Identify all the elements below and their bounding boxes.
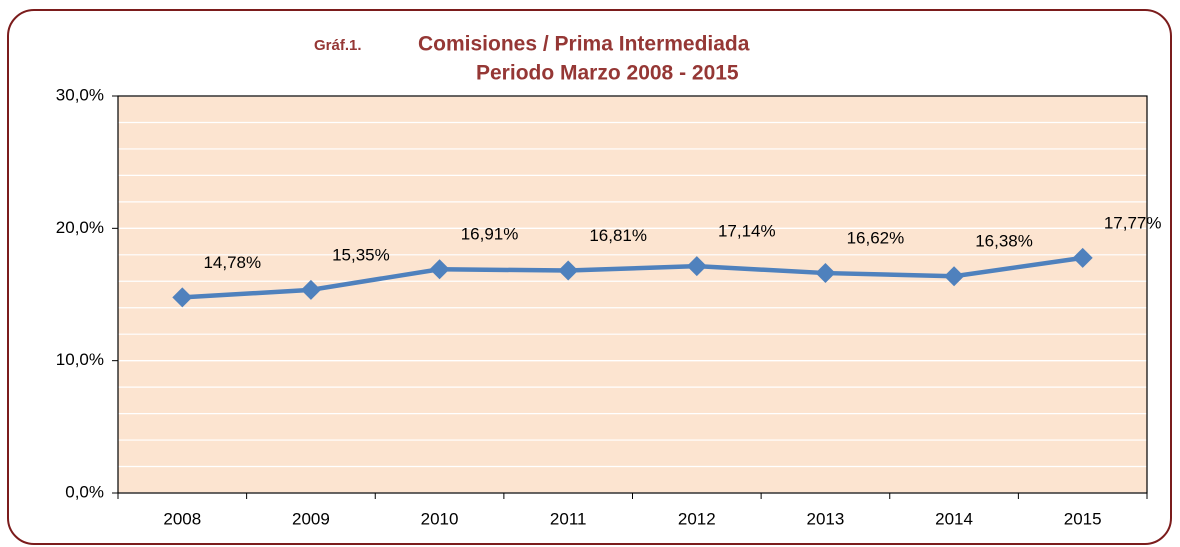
data-label: 16,91% bbox=[461, 225, 519, 244]
x-tick-label: 2012 bbox=[678, 509, 716, 528]
data-label: 15,35% bbox=[332, 245, 390, 264]
marker bbox=[686, 256, 707, 277]
marker bbox=[558, 260, 579, 281]
figure-label: Gráf.1. bbox=[314, 37, 362, 54]
data-label: 14,78% bbox=[203, 253, 261, 272]
x-tick-label: 2011 bbox=[550, 509, 587, 528]
y-tick-label: 20,0% bbox=[56, 218, 104, 237]
data-label: 16,81% bbox=[589, 226, 647, 245]
y-tick-label: 10,0% bbox=[56, 350, 104, 369]
x-tick-label: 2013 bbox=[807, 509, 845, 528]
plot-area bbox=[118, 96, 1147, 493]
x-tick-label: 2009 bbox=[292, 509, 330, 528]
x-tick-label: 2010 bbox=[421, 509, 459, 528]
y-tick-label: 30,0% bbox=[56, 85, 104, 104]
chart-subtitle: Periodo Marzo 2008 - 2015 bbox=[476, 62, 739, 85]
marker bbox=[1072, 247, 1093, 268]
marker bbox=[944, 266, 965, 287]
y-tick-label: 0,0% bbox=[65, 482, 104, 501]
data-label: 16,62% bbox=[847, 229, 905, 248]
line bbox=[182, 255, 1084, 300]
x-tick-label: 2014 bbox=[935, 509, 973, 528]
x-tick-label: 2008 bbox=[163, 509, 201, 528]
x-tick-label: 2015 bbox=[1064, 509, 1102, 528]
marker bbox=[300, 279, 321, 300]
marker bbox=[172, 287, 193, 308]
data-label: 17,77% bbox=[1104, 213, 1162, 232]
chart-title: Comisiones / Prima Intermediada bbox=[418, 33, 750, 56]
marker bbox=[429, 259, 450, 280]
data-label: 17,14% bbox=[718, 222, 776, 241]
data-label: 16,38% bbox=[975, 232, 1033, 251]
marker bbox=[815, 263, 836, 284]
